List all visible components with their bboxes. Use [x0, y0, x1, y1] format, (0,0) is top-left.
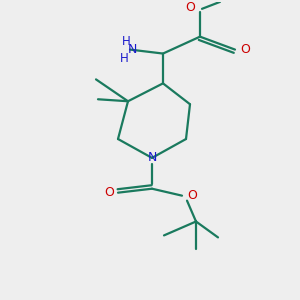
Text: O: O	[185, 1, 195, 14]
Text: N: N	[127, 43, 137, 56]
Text: H: H	[120, 52, 128, 65]
Text: N: N	[147, 152, 157, 164]
Text: O: O	[187, 189, 197, 202]
Text: O: O	[240, 43, 250, 56]
Text: O: O	[104, 186, 114, 199]
Text: H: H	[122, 35, 130, 48]
